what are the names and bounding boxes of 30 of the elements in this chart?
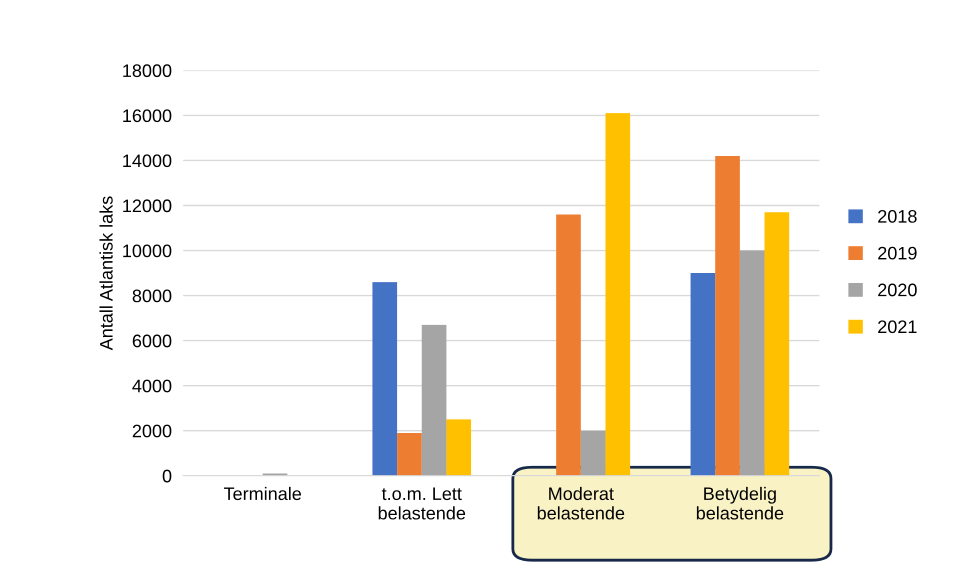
x-tick-label: Moderat belastende (538, 486, 624, 520)
x-tick-label: Terminale (224, 486, 302, 500)
y-axis-title: Antall Atlantisk laks (99, 196, 113, 350)
bar (715, 156, 740, 476)
y-tick-label: 18000 (123, 64, 172, 78)
bar (605, 113, 630, 476)
x-tick-label: t.o.m. Lett belastende (378, 488, 466, 520)
y-tick-label: 16000 (123, 109, 172, 122)
y-tick-label: 12000 (123, 199, 172, 212)
y-tick-label: 14000 (123, 154, 172, 168)
bar (397, 432, 422, 476)
legend-label: 2020 (878, 284, 917, 296)
y-tick-label: 6000 (132, 334, 172, 348)
y-tick-label: 4000 (132, 380, 172, 392)
x-tick-label: Betydelig belastende (696, 486, 784, 520)
bar (740, 250, 765, 476)
y-tick-label: 8000 (132, 290, 172, 302)
y-tick-label: 2000 (132, 424, 172, 438)
bar (580, 430, 606, 476)
bar (556, 214, 581, 476)
bar (422, 324, 446, 476)
legend-label: 2018 (878, 210, 917, 223)
legend-label: 2021 (878, 320, 917, 334)
y-tick-label: 0 (162, 470, 172, 482)
bar (446, 419, 472, 476)
y-tick-label: 10000 (123, 244, 172, 258)
bar (764, 212, 790, 476)
bar (690, 273, 716, 476)
bar (372, 282, 398, 476)
legend-label: 2019 (878, 246, 917, 260)
